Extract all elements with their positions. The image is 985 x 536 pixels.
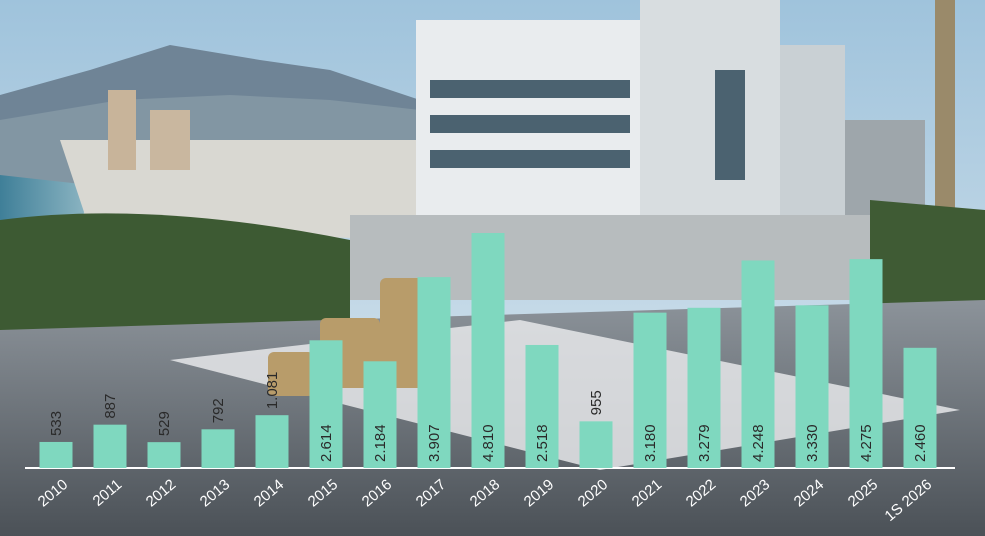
value-label: 3.180: [642, 424, 659, 462]
value-label: 792: [210, 398, 227, 423]
value-label: 955: [588, 390, 605, 415]
value-label: 3.907: [426, 424, 443, 462]
bar: [147, 442, 181, 468]
value-label: 3.330: [804, 424, 821, 462]
bar: [93, 424, 127, 468]
bar: [633, 312, 667, 468]
value-label: 4.248: [750, 424, 767, 462]
bar: [741, 260, 775, 468]
value-label: 1.081: [264, 372, 281, 410]
bar: [471, 233, 505, 468]
bar: [525, 344, 559, 468]
bar: [795, 305, 829, 468]
bar: [687, 307, 721, 468]
bar: [903, 347, 937, 468]
value-label: 2.460: [912, 424, 929, 462]
value-label: 4.810: [480, 424, 497, 462]
value-label: 2.614: [318, 424, 335, 462]
value-label: 4.275: [858, 424, 875, 462]
bar: [363, 361, 397, 468]
bar: [255, 415, 289, 468]
value-label: 2.518: [534, 424, 551, 462]
value-label: 2.184: [372, 424, 389, 462]
value-label: 887: [102, 394, 119, 419]
bar: [579, 421, 613, 468]
value-label: 529: [156, 411, 173, 436]
value-label: 533: [48, 411, 65, 436]
bar: [849, 259, 883, 468]
bar: [39, 441, 73, 468]
bar: [417, 277, 451, 468]
bar: [201, 429, 235, 468]
value-label: 3.279: [696, 424, 713, 462]
bar: [309, 340, 343, 468]
